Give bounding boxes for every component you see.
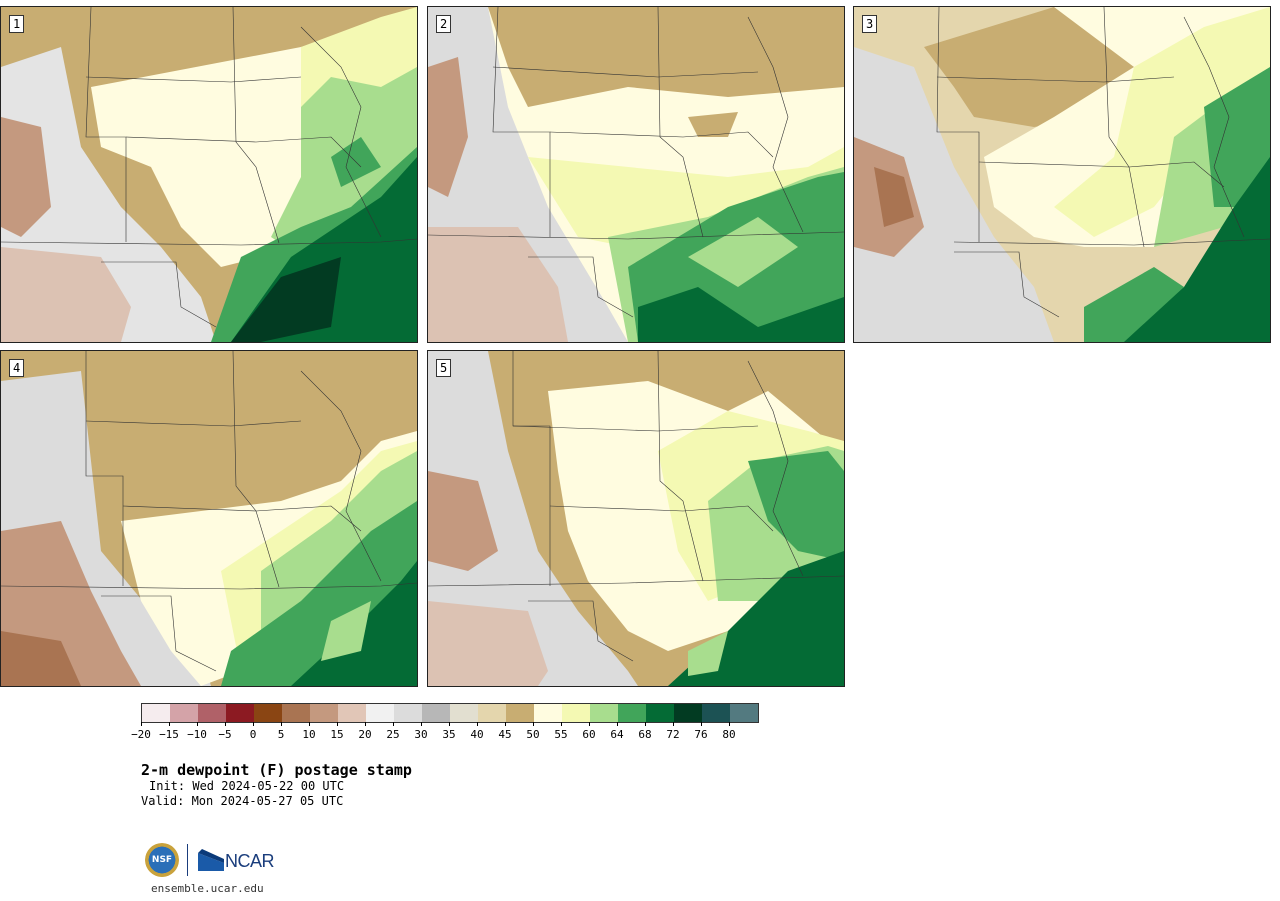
- colorbar-tick-label: 68: [638, 728, 652, 741]
- colorbar-tick: [701, 722, 702, 726]
- colorbar-swatch: [394, 704, 422, 722]
- colorbar-tick-label: 10: [302, 728, 316, 741]
- colorbar-tick: [141, 722, 142, 726]
- colorbar-swatch: [198, 704, 226, 722]
- colorbar-swatch: [450, 704, 478, 722]
- colorbar-swatch: [366, 704, 394, 722]
- colorbar: [141, 703, 759, 723]
- ncar-logo-icon: [198, 849, 224, 871]
- panel-label: 5: [436, 359, 452, 377]
- colorbar-tick: [169, 722, 170, 726]
- colorbar-swatch: [506, 704, 534, 722]
- panel-label: 3: [862, 15, 878, 33]
- colorbar-swatch: [534, 704, 562, 722]
- colorbar-tick: [645, 722, 646, 726]
- dewpoint-map: [428, 7, 844, 342]
- colorbar-tick: [617, 722, 618, 726]
- colorbar-tick: [309, 722, 310, 726]
- ncar-logo: NCAR: [225, 851, 275, 871]
- colorbar-tick-label: 20: [358, 728, 372, 741]
- page-title: 2-m dewpoint (F) postage stamp: [141, 761, 412, 779]
- map-panel-5: 5: [427, 350, 845, 687]
- logo-divider: [187, 844, 188, 876]
- colorbar-tick-label: 72: [666, 728, 680, 741]
- colorbar-tick-label: 80: [722, 728, 736, 741]
- colorbar-swatch: [282, 704, 310, 722]
- website-link[interactable]: ensemble.ucar.edu: [151, 882, 264, 895]
- colorbar-tick-label: 0: [249, 728, 257, 741]
- colorbar-swatch: [478, 704, 506, 722]
- colorbar-swatch: [618, 704, 646, 722]
- colorbar-tick-label: 35: [442, 728, 456, 741]
- panel-label: 1: [9, 15, 25, 33]
- colorbar-tick-label: −5: [218, 728, 232, 741]
- colorbar-tick: [421, 722, 422, 726]
- colorbar-tick: [505, 722, 506, 726]
- colorbar-tick-label: 15: [330, 728, 344, 741]
- colorbar-swatch: [422, 704, 450, 722]
- colorbar-tick-label: 30: [414, 728, 428, 741]
- colorbar-tick: [253, 722, 254, 726]
- colorbar-tick: [365, 722, 366, 726]
- colorbar-swatch: [254, 704, 282, 722]
- colorbar-tick: [589, 722, 590, 726]
- colorbar-tick: [477, 722, 478, 726]
- colorbar-swatch: [170, 704, 198, 722]
- colorbar-tick-label: 45: [498, 728, 512, 741]
- colorbar-tick-label: 55: [554, 728, 568, 741]
- colorbar-swatch: [338, 704, 366, 722]
- colorbar-tick-label: 40: [470, 728, 484, 741]
- map-panel-4: 4: [0, 350, 418, 687]
- dewpoint-map: [1, 351, 417, 686]
- dewpoint-map: [1, 7, 417, 342]
- colorbar-tick: [729, 722, 730, 726]
- map-panel-1: 1: [0, 6, 418, 343]
- map-panel-2: 2: [427, 6, 845, 343]
- colorbar-tick-label: −20: [131, 728, 151, 741]
- nsf-logo: NSF: [145, 843, 179, 877]
- colorbar-tick: [561, 722, 562, 726]
- panel-label: 4: [9, 359, 25, 377]
- colorbar-tick: [393, 722, 394, 726]
- colorbar-tick-label: −15: [159, 728, 179, 741]
- dewpoint-map: [428, 351, 844, 686]
- colorbar-tick-label: 60: [582, 728, 596, 741]
- colorbar-tick-label: 76: [694, 728, 708, 741]
- init-time: Init: Wed 2024-05-22 00 UTC: [149, 779, 345, 793]
- colorbar-tick-label: 25: [386, 728, 400, 741]
- map-panel-3: 3: [853, 6, 1271, 343]
- colorbar-swatch: [730, 704, 758, 722]
- colorbar-tick: [337, 722, 338, 726]
- colorbar-tick: [281, 722, 282, 726]
- colorbar-swatch: [562, 704, 590, 722]
- colorbar-tick: [449, 722, 450, 726]
- colorbar-tick-label: 64: [610, 728, 624, 741]
- colorbar-swatch: [590, 704, 618, 722]
- colorbar-tick-label: −10: [187, 728, 207, 741]
- valid-time: Valid: Mon 2024-05-27 05 UTC: [141, 794, 344, 808]
- colorbar-swatch: [310, 704, 338, 722]
- colorbar-swatch: [142, 704, 170, 722]
- colorbar-swatch: [226, 704, 254, 722]
- colorbar-tick: [533, 722, 534, 726]
- colorbar-swatch: [646, 704, 674, 722]
- colorbar-swatch: [674, 704, 702, 722]
- colorbar-tick: [225, 722, 226, 726]
- colorbar-tick-label: 5: [277, 728, 285, 741]
- colorbar-ticks: −20 −15 −10 −5 0 5 10 15 20 25 30 35 40 45 50 55 60 64 68 7…: [131, 722, 757, 742]
- colorbar-swatch: [702, 704, 730, 722]
- colorbar-tick: [673, 722, 674, 726]
- colorbar-tick: [197, 722, 198, 726]
- dewpoint-map: [854, 7, 1270, 342]
- panel-label: 2: [436, 15, 452, 33]
- logo-area: NSF NCAR: [145, 843, 275, 879]
- colorbar-tick-label: 50: [526, 728, 540, 741]
